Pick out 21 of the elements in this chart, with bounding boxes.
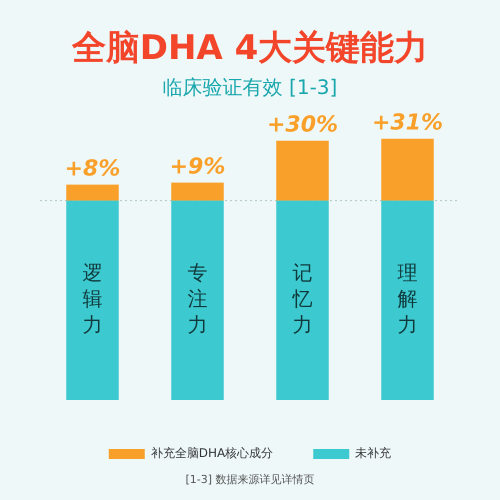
- bar: [66, 184, 119, 201]
- bar: [171, 182, 224, 201]
- data-label: +9%: [170, 154, 226, 180]
- bar: [276, 140, 329, 201]
- data-label: +30%: [266, 112, 338, 138]
- chart-subtitle: 临床验证有效 [1-3]: [162, 75, 338, 100]
- x-tick-label: 记忆力: [292, 260, 312, 336]
- legend-label: 未补充: [355, 446, 392, 460]
- bar: [381, 138, 434, 201]
- data-label: +8%: [64, 156, 120, 182]
- bar: [276, 200, 329, 400]
- chart-title: 全脑DHA 4大关键能力: [70, 28, 428, 68]
- bar: [171, 200, 224, 400]
- text: [1-3] 数据来源详见详情页: [184, 472, 316, 488]
- bar: [66, 200, 119, 400]
- legend-label: 补充全脑DHA核心成分: [150, 446, 274, 460]
- bar: [381, 200, 434, 400]
- x-tick-label: 理解力: [398, 260, 418, 336]
- data-label: +31%: [372, 110, 444, 136]
- x-tick-label: 专注力: [188, 260, 208, 336]
- x-tick-label: 逻辑力: [82, 260, 102, 336]
